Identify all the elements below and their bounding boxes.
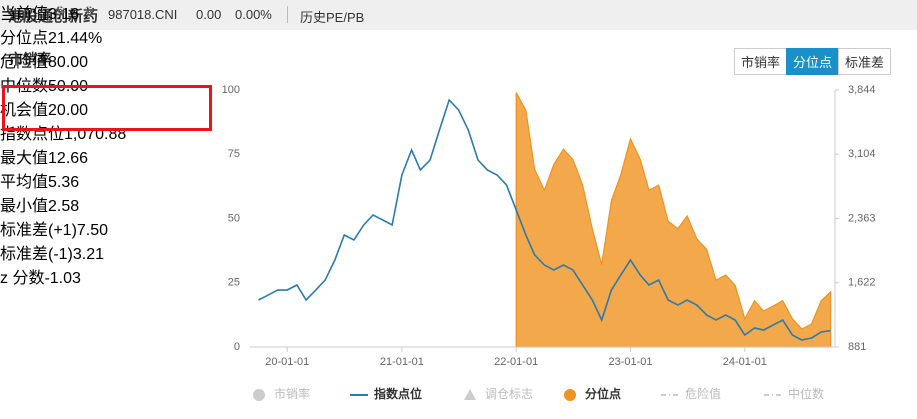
legend-label: 危险值 [685,386,721,401]
stat-label: 平均值 [0,174,49,191]
toggle-button[interactable]: 分位点 [786,48,840,75]
stat-row: 危险值80.00 [0,6,126,72]
legend-item[interactable]: 分位点 [564,386,621,401]
legend-item[interactable]: 中位数 [764,386,824,401]
tab[interactable]: 历史PE/PB [300,10,365,25]
gear-icon[interactable] [54,4,66,22]
highlight-box [2,85,212,131]
change: 0.00 [196,7,222,22]
legend-item[interactable]: 指数点位 [350,386,422,401]
x-tick-label: 21-01-01 [380,356,424,368]
y2-tick-label: 3,104 [848,148,876,160]
stat-value: 80.00 [48,54,89,71]
percentile-area [515,92,832,348]
y2-tick-label: 881 [848,341,866,353]
stat-label: 机会值 [0,102,49,119]
x-tick-label: 24-01-01 [723,356,767,368]
separator [287,6,288,23]
stat-value: 20.00 [48,102,89,119]
x-tick-label: 22-01-01 [494,356,538,368]
legend-label: 中位数 [788,386,824,401]
stat-value: 21.44% [48,30,103,47]
y-tick-label: 50 [228,212,240,224]
button-group: 市销率 分位点 标准差 [734,48,892,75]
stat-row: 最大值12.66 [0,144,126,168]
y2-tick-label: 3,844 [848,84,876,96]
header: 港股通创新药 987018.CNI 0.00 0.00% 历史PE/PB [0,0,917,30]
y2-tick-label: 1,622 [848,277,876,289]
y-tick-label: 25 [228,277,240,289]
change-pct: 0.00% [235,7,272,22]
legend-label: 调仓标志 [485,387,533,401]
stat-row: 分位点21.44% [0,24,126,48]
stat-value: 12.66 [48,150,89,167]
stat-row: 最小值2.58 [0,192,126,216]
x-tick-label: 20-01-01 [265,356,309,368]
stat-label: 危险值 [0,54,49,71]
stat-value: 3.21 [72,246,105,263]
index-code: 987018.CNI [108,7,178,22]
toggle-button[interactable]: 市销率 [734,48,788,75]
stat-label: 最大值 [0,150,49,167]
stats-panel: 当前值3.16 分位点21.44% 危险值80.00 中位数50.00 机会值20.00… [0,0,126,288]
y-tick-label: 100 [222,84,240,96]
stat-row: 平均值5.36 [0,168,126,192]
legend-item[interactable]: 危险值 [661,386,721,401]
stat-row: 机会值20.00 [0,6,126,120]
gear-icon[interactable] [83,4,95,22]
stat-value: 7.50 [76,222,109,239]
section-title: 市销率 [9,51,51,67]
stat-label: z 分数 [0,270,45,287]
y-tick-label: 0 [234,341,240,353]
toggle-button[interactable]: 标准差 [838,48,892,75]
stat-row: 标准差(+1)7.50 [0,6,126,240]
stat-row: z 分数-1.03 [0,264,126,288]
stat-value: -1.03 [44,270,81,287]
y-tick-label: 75 [228,148,240,160]
stat-value: 2.58 [48,198,80,215]
legend-symbol [253,389,265,401]
stat-label: 标准差(+1) [0,222,77,239]
stat-row: 标准差(-1)3.21 [0,240,126,264]
x-tick-label: 23-01-01 [608,356,652,368]
legend-symbol [564,389,576,401]
legend-symbol [464,389,476,400]
legend-label: 市销率 [274,386,310,401]
legend-label: 分位点 [585,386,621,401]
legend-label: 指数点位 [374,386,422,401]
stat-label: 当前值 [0,6,49,23]
y2-tick-label: 2,363 [848,212,876,224]
legend-item[interactable]: 调仓标志 [464,387,533,401]
legend-item[interactable]: 市销率 [253,386,310,401]
index-title: 港股通创新药 [8,8,99,25]
stat-label: 最小值 [0,198,49,215]
index-line [258,98,831,341]
stat-label: 标准差(-1) [0,246,73,263]
stat-value: 5.36 [48,174,80,191]
stat-label: 分位点 [0,30,49,47]
